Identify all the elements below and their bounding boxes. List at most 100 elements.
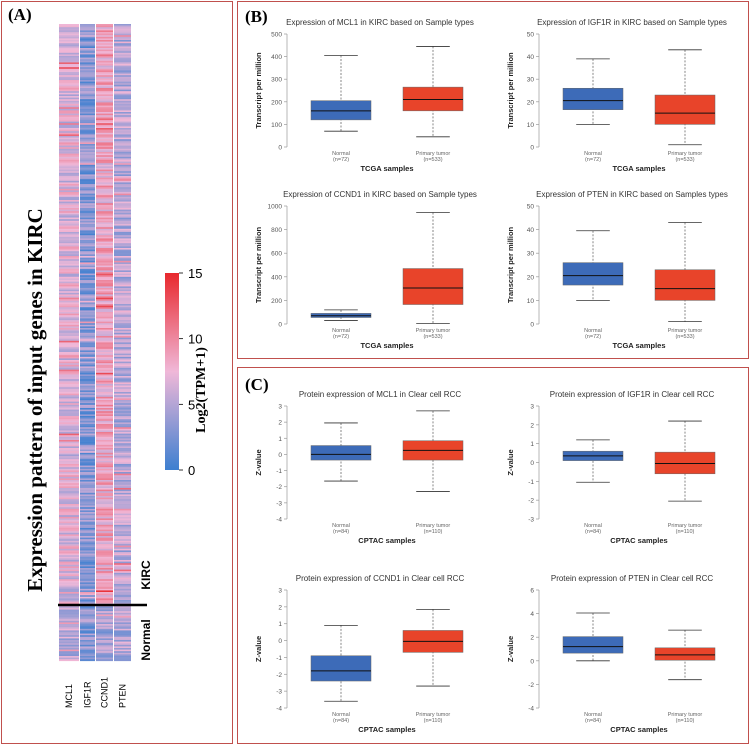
heatmap-cell: [96, 204, 113, 207]
heatmap-cell: [59, 156, 79, 159]
x-count-label: (n=72): [333, 334, 349, 340]
heatmap-cell: [114, 329, 131, 332]
heatmap-cell: [59, 478, 79, 481]
heatmap-cell: [114, 344, 131, 346]
heatmap-cell: [96, 112, 113, 114]
heatmap-cell: [80, 88, 95, 90]
heatmap-cell: [114, 337, 131, 340]
heatmap-cell: [59, 72, 79, 74]
heatmap-cell: [114, 102, 131, 105]
heatmap-cell: [114, 52, 131, 55]
heatmap-cell: [80, 296, 95, 298]
heatmap-cell: [59, 84, 79, 87]
heatmap-cell: [96, 268, 113, 271]
heatmap-cell: [80, 480, 95, 482]
y-tick-label: 40: [527, 54, 535, 61]
heatmap-cell: [114, 275, 131, 278]
heatmap-cell: [80, 593, 95, 596]
heatmap-cell: [80, 131, 95, 134]
heatmap-cell: [80, 617, 95, 620]
heatmap-cell: [80, 65, 95, 68]
heatmap-cell: [96, 304, 113, 306]
heatmap-cell: [80, 233, 95, 236]
y-tick-label: 2: [278, 604, 282, 611]
heatmap-cell: [80, 70, 95, 73]
heatmap-cell: [96, 540, 113, 543]
heatmap-cell: [80, 208, 95, 210]
heatmap-cell: [114, 363, 131, 366]
heatmap-cell: [59, 355, 79, 358]
heatmap-cell: [59, 465, 79, 468]
heatmap-cell: [96, 435, 113, 438]
y-tick-label: -2: [276, 672, 282, 679]
heatmap-cell: [80, 288, 95, 290]
heatmap-cell: [59, 278, 79, 281]
y-tick-label: 10: [527, 122, 535, 129]
heatmap-cell: [114, 315, 131, 318]
heatmap-cell: [59, 512, 79, 514]
heatmap-cell: [59, 166, 79, 169]
heatmap-cell: [114, 611, 131, 614]
heatmap-cell: [96, 265, 113, 268]
heatmap-cell: [80, 425, 95, 428]
heatmap-cell: [59, 51, 79, 54]
heatmap-cell: [114, 187, 131, 190]
heatmap-cell: [59, 507, 79, 510]
heatmap-cell: [96, 78, 113, 81]
heatmap-cell: [80, 395, 95, 398]
heatmap-cell: [80, 470, 95, 473]
x-axis-label: TCGA samples: [360, 341, 413, 350]
heatmap-cell: [96, 38, 113, 41]
heatmap-cell: [80, 299, 95, 302]
heatmap-cell: [80, 280, 95, 282]
heatmap-cell: [114, 32, 131, 34]
heatmap-cell: [96, 531, 113, 534]
heatmap-cell: [96, 396, 113, 399]
heatmap-cell: [96, 84, 113, 87]
heatmap-cell: [114, 377, 131, 380]
y-tick-label: 40: [527, 227, 535, 234]
heatmap-cell: [59, 123, 79, 126]
heatmap-cell: [59, 476, 79, 479]
chart-title: Expression of CCND1 in KIRC based on Sam…: [283, 190, 477, 199]
heatmap-cell: [80, 382, 95, 385]
heatmap-cell: [96, 129, 113, 132]
heatmap-cell: [96, 49, 113, 52]
heatmap-cell: [114, 593, 131, 596]
heatmap-cell: [80, 236, 95, 239]
group-label-kirc: KIRC: [139, 560, 153, 590]
x-count-label: (n=84): [585, 529, 601, 535]
boxplot-chart-6: Protein expression of IGF1R in Clear cel…: [506, 390, 716, 545]
heatmap-cell: [96, 654, 113, 657]
heatmap-cell: [80, 520, 95, 522]
heatmap-cell: [96, 440, 113, 442]
heatmap-cell: [59, 305, 79, 308]
chart-title: Protein expression of IGF1R in Clear cel…: [550, 390, 715, 399]
heatmap-cell: [59, 414, 79, 417]
heatmap-cell: [114, 584, 131, 586]
heatmap-cell: [114, 273, 131, 276]
heatmap-cell: [80, 585, 95, 588]
heatmap-cell: [59, 403, 79, 406]
heatmap-cell: [59, 294, 79, 297]
heatmap-cell: [114, 206, 131, 209]
heatmap-cell: [96, 230, 113, 233]
heatmap-cell: [96, 145, 113, 148]
heatmap-cell: [114, 62, 131, 65]
heatmap-cell: [59, 550, 79, 553]
heatmap-cell: [80, 211, 95, 214]
heatmap-cell: [96, 558, 113, 561]
heatmap-cell: [96, 267, 113, 270]
heatmap-cell: [59, 150, 79, 153]
heatmap-cell: [114, 280, 131, 282]
heatmap-cell: [59, 220, 79, 223]
heatmap-cell: [96, 528, 113, 530]
heatmap-cell: [80, 59, 95, 62]
heatmap-cell: [96, 510, 113, 513]
heatmap-cell: [114, 441, 131, 444]
heatmap-cell: [114, 579, 131, 582]
heatmap-cell: [114, 25, 131, 28]
heatmap-cell: [96, 36, 113, 39]
heatmap-cell: [114, 472, 131, 474]
